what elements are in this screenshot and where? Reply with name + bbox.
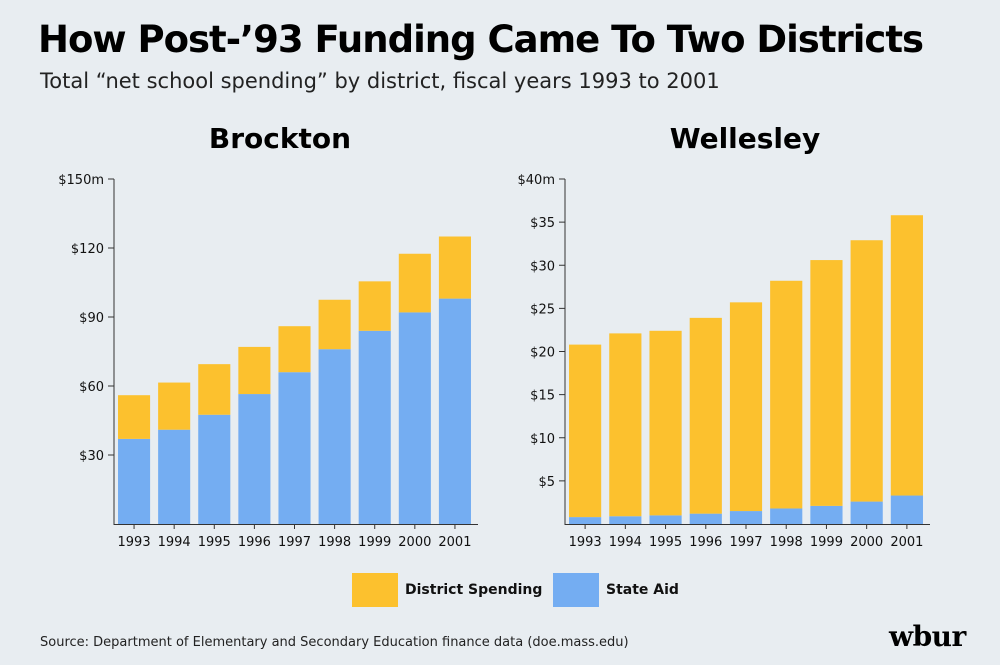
x-tick-label: 1993: [569, 535, 602, 550]
bar-district-spending-2001: [438, 236, 471, 299]
y-tick-label: $35: [530, 216, 555, 231]
bar-state-aid-1994: [609, 516, 642, 524]
bar-state-aid-1993: [569, 517, 602, 524]
y-tick-label: $30: [79, 449, 104, 464]
y-tick-label: $10: [530, 432, 555, 447]
x-tick-label: 2001: [438, 535, 471, 550]
bar-district-spending-1999: [810, 260, 843, 506]
x-tick-label: 2001: [890, 535, 923, 550]
source-note: Source: Department of Elementary and Sec…: [40, 635, 629, 650]
bar-state-aid-1995: [649, 515, 682, 524]
page-subtitle: Total “net school spending” by district,…: [40, 69, 720, 93]
bar-district-spending-1997: [729, 302, 763, 512]
x-tick-label: 1999: [810, 535, 843, 550]
bar-district-spending-1999: [358, 281, 391, 331]
bar-state-aid-1994: [158, 429, 191, 524]
legend-swatch-state-aid: [553, 573, 599, 607]
bar-district-spending-1993: [118, 395, 151, 439]
bar-state-aid-2000: [850, 501, 883, 524]
y-tick-label: $40m: [518, 173, 555, 188]
x-tick-label: 1995: [198, 535, 231, 550]
bar-state-aid-1999: [810, 505, 843, 524]
bar-state-aid-1995: [198, 414, 231, 524]
wbur-logo: wbur: [889, 620, 966, 653]
bar-state-aid-1998: [318, 349, 351, 524]
bar-district-spending-1997: [278, 326, 311, 373]
bar-state-aid-1997: [278, 372, 311, 524]
y-tick-label: $15: [530, 389, 555, 404]
x-tick-label: 1997: [729, 535, 762, 550]
x-tick-label: 1993: [118, 535, 151, 550]
bar-district-spending-1995: [198, 364, 231, 415]
x-tick-label: 1996: [689, 535, 722, 550]
x-tick-label: 2000: [850, 535, 883, 550]
y-tick-label: $90: [79, 311, 104, 326]
bar-state-aid-1996: [689, 513, 722, 524]
legend-label-district-spending: District Spending: [405, 582, 543, 598]
x-tick-label: 2000: [398, 535, 431, 550]
bar-state-aid-2001: [890, 495, 923, 524]
legend-swatch-district-spending: [352, 573, 398, 607]
x-tick-label: 1998: [318, 535, 351, 550]
bar-state-aid-1996: [238, 394, 271, 524]
y-tick-label: $5: [538, 475, 555, 490]
bar-district-spending-2001: [890, 215, 923, 496]
y-tick-label: $30: [530, 259, 555, 274]
x-tick-label: 1999: [358, 535, 391, 550]
bar-state-aid-1999: [358, 330, 391, 524]
bar-district-spending-1996: [238, 346, 271, 395]
chart-title-wellesley: Wellesley: [669, 122, 821, 155]
bar-state-aid-1998: [770, 508, 803, 524]
x-tick-label: 1998: [770, 535, 803, 550]
bar-state-aid-2000: [398, 312, 431, 524]
x-tick-label: 1995: [649, 535, 682, 550]
x-tick-label: 1994: [609, 535, 642, 550]
bar-state-aid-1993: [118, 438, 151, 524]
page-title: How Post-’93 Funding Came To Two Distric…: [38, 18, 924, 61]
y-tick-label: $20: [530, 346, 555, 361]
bar-state-aid-1997: [729, 511, 763, 524]
bar-district-spending-2000: [398, 253, 431, 313]
bar-state-aid-2001: [438, 298, 471, 524]
chart-title-brockton: Brockton: [208, 122, 352, 155]
bar-district-spending-2000: [850, 240, 883, 502]
bar-district-spending-1998: [318, 299, 351, 350]
y-tick-label: $150m: [58, 173, 104, 188]
bar-district-spending-1998: [770, 280, 803, 509]
bar-district-spending-1994: [158, 382, 191, 430]
y-tick-label: $120: [71, 242, 104, 257]
x-tick-label: 1996: [238, 535, 271, 550]
bar-district-spending-1996: [689, 317, 722, 514]
y-tick-label: $60: [79, 380, 104, 395]
x-tick-label: 1997: [278, 535, 311, 550]
bar-district-spending-1994: [609, 333, 642, 517]
legend-label-state-aid: State Aid: [606, 582, 679, 598]
bar-district-spending-1995: [649, 330, 682, 516]
y-tick-label: $25: [530, 302, 555, 317]
bar-district-spending-1993: [569, 344, 602, 518]
x-tick-label: 1994: [158, 535, 191, 550]
